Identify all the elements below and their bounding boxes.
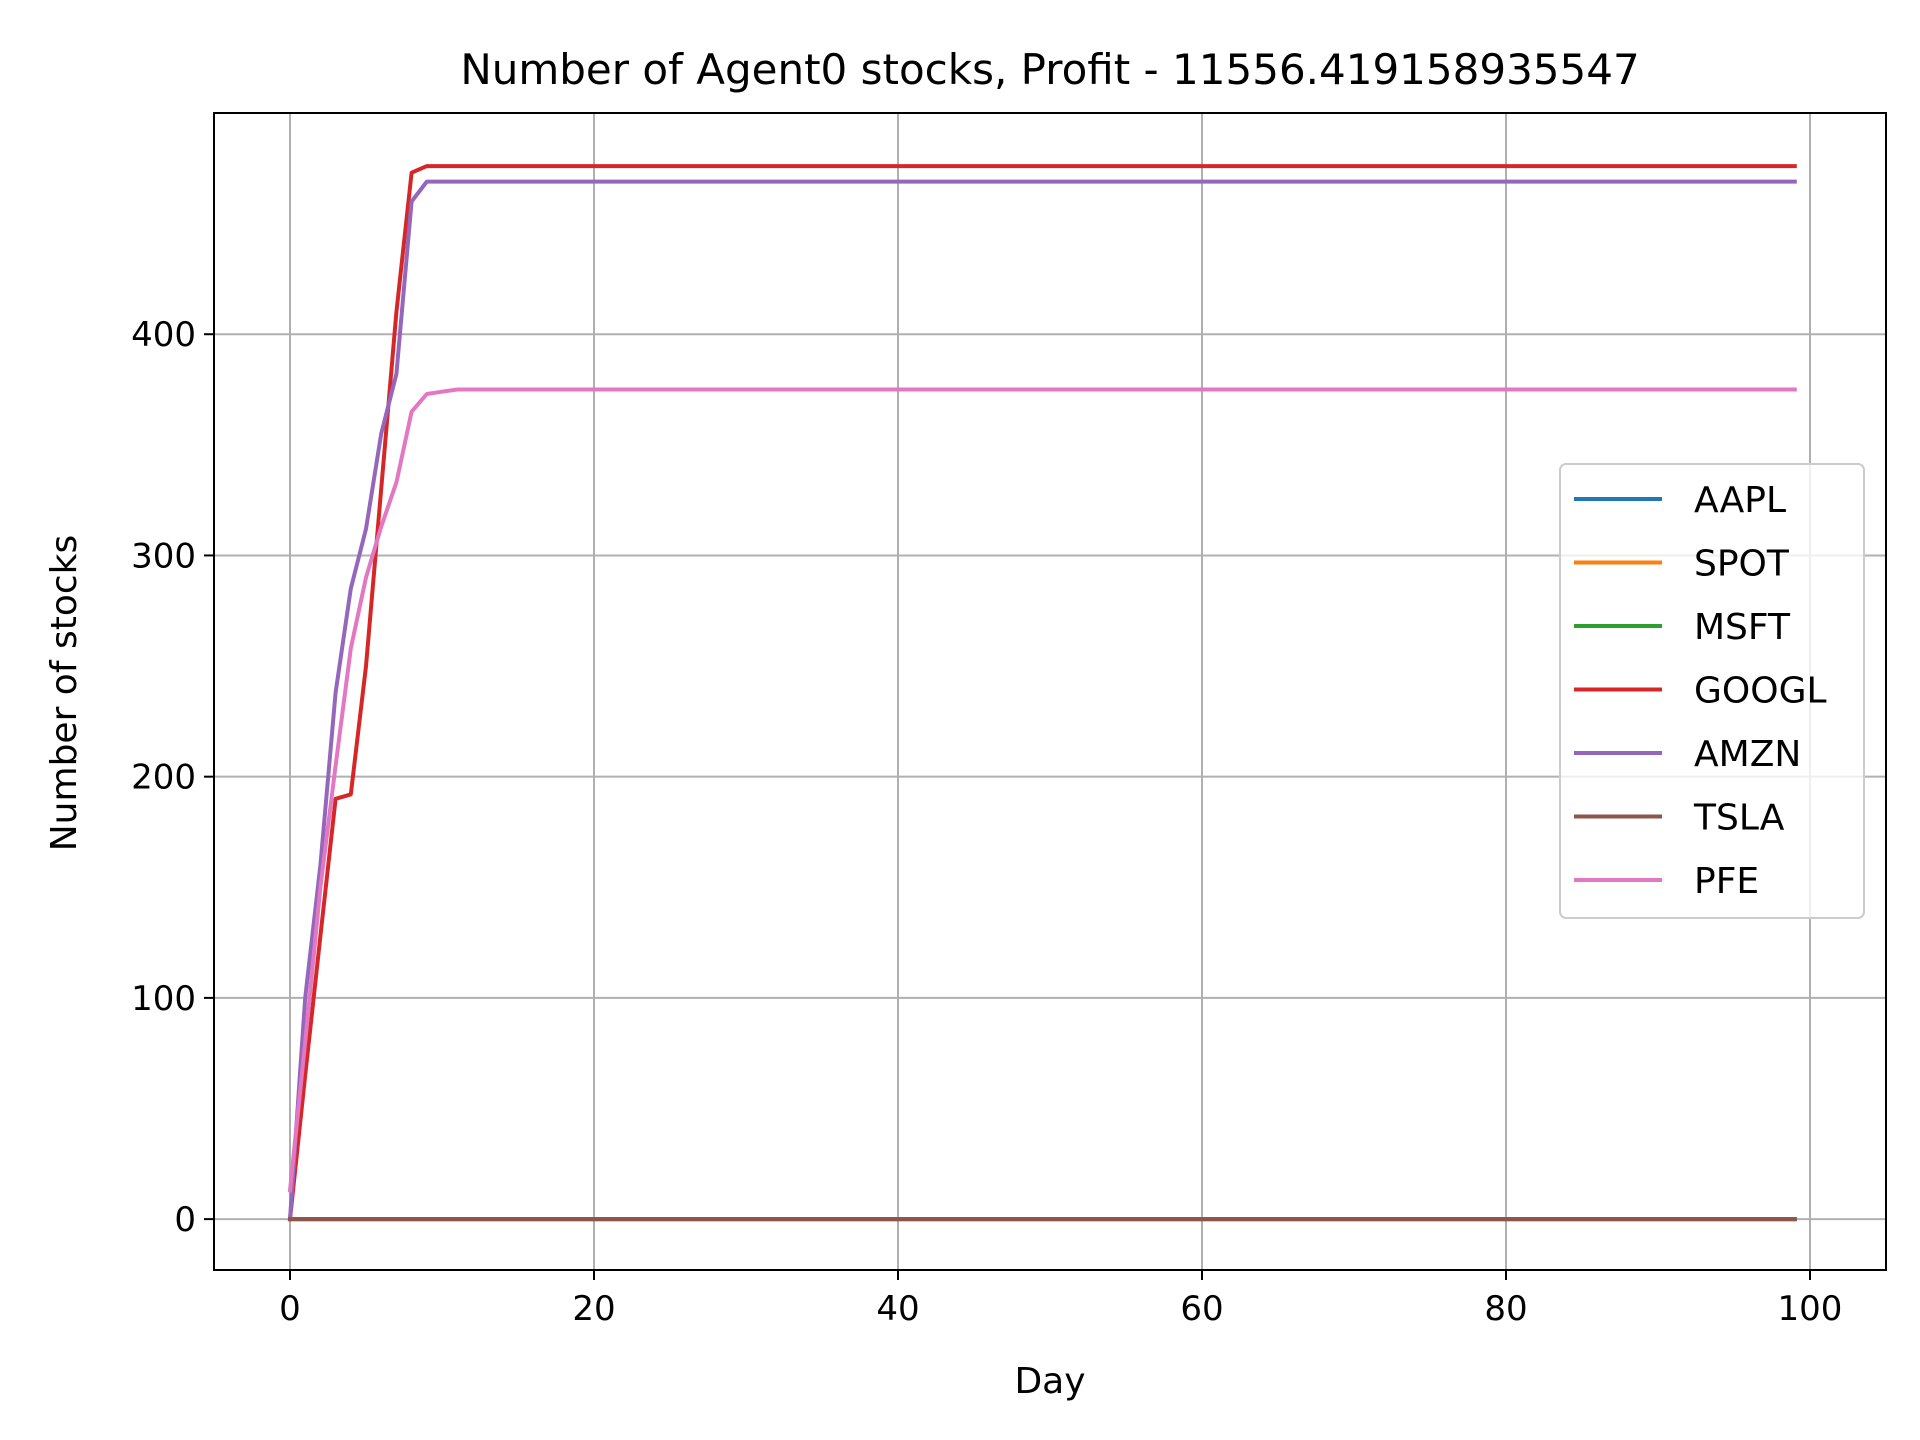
axis-ticks: 0 20 40 60 80 100 0 100 200 300 400 [131, 315, 1842, 1329]
chart-title: Number of Agent0 stocks, Profit - 11556.… [460, 45, 1639, 94]
x-tick-label: 60 [1180, 1289, 1223, 1329]
legend-box [1559, 463, 1865, 919]
x-tick-label: 20 [572, 1289, 615, 1329]
legend: AAPL SPOT MSFT GOOGL AMZN TSLA PFE [1559, 463, 1865, 919]
x-axis-title: Day [1014, 1361, 1085, 1402]
y-tick-label: 200 [131, 758, 196, 798]
legend-label-pfe: PFE [1694, 861, 1759, 902]
legend-label-amzn: AMZN [1694, 734, 1801, 775]
x-tick-label: 0 [279, 1289, 301, 1329]
y-tick-label: 400 [131, 315, 196, 355]
y-axis-title: Number of stocks [44, 535, 85, 852]
x-tick-label: 40 [876, 1289, 919, 1329]
legend-label-tsla: TSLA [1693, 798, 1785, 839]
legend-label-msft: MSFT [1694, 607, 1791, 648]
x-tick-label: 100 [1778, 1289, 1843, 1329]
series-line-pfe [287, 387, 1797, 1193]
series-line-amzn [287, 179, 1797, 1222]
y-tick-label: 100 [131, 979, 196, 1019]
plot-frame [213, 112, 1887, 1271]
legend-label-aapl: AAPL [1694, 480, 1786, 521]
y-tick-label: 0 [174, 1200, 196, 1240]
legend-label-googl: GOOGL [1694, 671, 1827, 712]
series-lines [287, 164, 1797, 1222]
series-line-googl [287, 164, 1797, 1222]
legend-label-spot: SPOT [1694, 544, 1790, 585]
y-tick-label: 300 [131, 536, 196, 576]
x-tick-label: 80 [1484, 1289, 1527, 1329]
